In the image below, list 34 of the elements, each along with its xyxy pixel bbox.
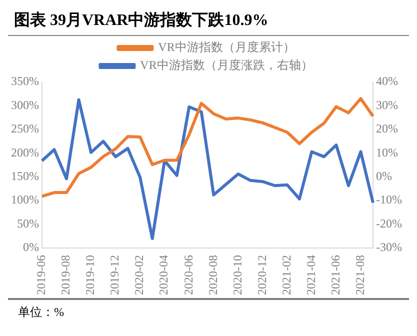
y2-tick-label: 0% bbox=[376, 169, 392, 184]
x-tick-label: 2021-08 bbox=[352, 255, 367, 296]
y2-tick-label: 30% bbox=[376, 98, 398, 112]
legend-label: VR中游指数（月度涨跌，右轴） bbox=[140, 58, 313, 72]
x-tick-label: 2021-04 bbox=[304, 255, 318, 296]
y2-tick-label: -10% bbox=[376, 192, 402, 207]
y2-tick-label: -20% bbox=[376, 216, 402, 230]
x-tick-label: 2019-06 bbox=[34, 255, 48, 296]
x-tick-label: 2020-02 bbox=[132, 255, 146, 296]
x-tick-label: 2020-06 bbox=[181, 255, 196, 296]
y-tick-label: 100% bbox=[10, 192, 39, 207]
x-tick-label: 2020-10 bbox=[230, 255, 244, 296]
chart-title: 图表 39月VRAR中游指数下跌10.9% bbox=[8, 8, 409, 36]
y-tick-label: 200% bbox=[10, 145, 39, 160]
x-tick-label: 2019-08 bbox=[58, 255, 73, 296]
legend-label: VR中游指数（月度累计） bbox=[158, 40, 295, 54]
x-tick-label: 2019-12 bbox=[108, 255, 122, 296]
y-tick-label: 300% bbox=[10, 98, 39, 112]
y-tick-label: 0% bbox=[22, 240, 39, 254]
x-tick-label: 2020-08 bbox=[206, 255, 220, 296]
y2-tick-label: 40% bbox=[376, 74, 398, 88]
y-tick-label: 350% bbox=[10, 74, 39, 88]
x-tick-label: 2021-02 bbox=[279, 255, 294, 296]
y2-tick-label: -30% bbox=[376, 240, 402, 254]
y-tick-label: 150% bbox=[10, 169, 39, 184]
x-tick-label: 2020-12 bbox=[254, 255, 269, 296]
y2-tick-label: 10% bbox=[376, 145, 398, 160]
x-tick-label: 2019-10 bbox=[83, 255, 98, 296]
y2-tick-label: 20% bbox=[376, 122, 398, 136]
text: 单位：% bbox=[18, 305, 64, 319]
y-tick-label: 50% bbox=[16, 216, 39, 230]
x-tick-label: 2020-04 bbox=[156, 255, 171, 296]
y-tick-label: 250% bbox=[10, 122, 39, 136]
x-tick-label: 2021-06 bbox=[328, 255, 342, 296]
